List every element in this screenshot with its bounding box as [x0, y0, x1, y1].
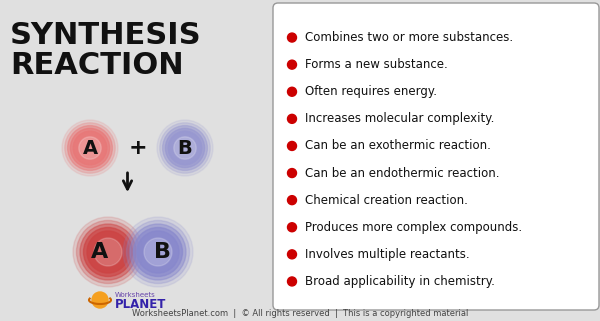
Circle shape [287, 87, 296, 96]
Text: A: A [91, 242, 109, 262]
Circle shape [144, 238, 172, 266]
Circle shape [127, 221, 190, 283]
Circle shape [73, 217, 143, 287]
Circle shape [133, 228, 182, 276]
Circle shape [287, 277, 296, 286]
Circle shape [287, 250, 296, 259]
Text: PLANET: PLANET [115, 299, 166, 311]
Text: B: B [155, 242, 172, 262]
Circle shape [160, 123, 210, 173]
Text: SYNTHESIS: SYNTHESIS [10, 21, 202, 49]
Circle shape [130, 224, 186, 280]
Circle shape [287, 114, 296, 123]
Text: Often requires energy.: Often requires energy. [305, 85, 437, 98]
Text: A: A [82, 138, 98, 158]
Circle shape [77, 221, 139, 283]
Text: Produces more complex compounds.: Produces more complex compounds. [305, 221, 522, 234]
Circle shape [287, 33, 296, 42]
Text: Chemical creation reaction.: Chemical creation reaction. [305, 194, 468, 207]
FancyBboxPatch shape [273, 3, 599, 310]
Circle shape [287, 196, 296, 205]
Circle shape [80, 224, 136, 280]
Circle shape [287, 223, 296, 232]
Circle shape [157, 120, 213, 176]
Circle shape [123, 217, 193, 287]
Text: WorksheetsPlanet.com  |  © All rights reserved  |  This is a copyrighted materia: WorksheetsPlanet.com | © All rights rese… [132, 308, 468, 317]
Text: Combines two or more substances.: Combines two or more substances. [305, 31, 513, 44]
Circle shape [166, 128, 205, 168]
Text: +: + [128, 138, 147, 158]
Text: Broad applicability in chemistry.: Broad applicability in chemistry. [305, 275, 495, 288]
Text: Increases molecular complexity.: Increases molecular complexity. [305, 112, 494, 125]
Circle shape [92, 292, 108, 308]
Circle shape [68, 126, 112, 170]
Circle shape [79, 137, 101, 159]
Circle shape [174, 137, 196, 159]
Text: REACTION: REACTION [10, 50, 184, 80]
Circle shape [62, 120, 118, 176]
Circle shape [87, 231, 129, 273]
Text: Forms a new substance.: Forms a new substance. [305, 58, 448, 71]
Circle shape [70, 128, 110, 168]
Circle shape [94, 238, 122, 266]
Circle shape [65, 123, 115, 173]
Text: Can be an exothermic reaction.: Can be an exothermic reaction. [305, 139, 491, 152]
Circle shape [163, 126, 208, 170]
Circle shape [137, 231, 179, 273]
Circle shape [73, 131, 107, 165]
Circle shape [83, 228, 133, 276]
Circle shape [287, 169, 296, 178]
Circle shape [287, 142, 296, 151]
Text: B: B [178, 138, 193, 158]
Text: Can be an endothermic reaction.: Can be an endothermic reaction. [305, 167, 499, 179]
Text: Involves multiple reactants.: Involves multiple reactants. [305, 248, 470, 261]
Circle shape [287, 60, 296, 69]
Text: Worksheets: Worksheets [115, 292, 156, 298]
Circle shape [168, 131, 202, 165]
